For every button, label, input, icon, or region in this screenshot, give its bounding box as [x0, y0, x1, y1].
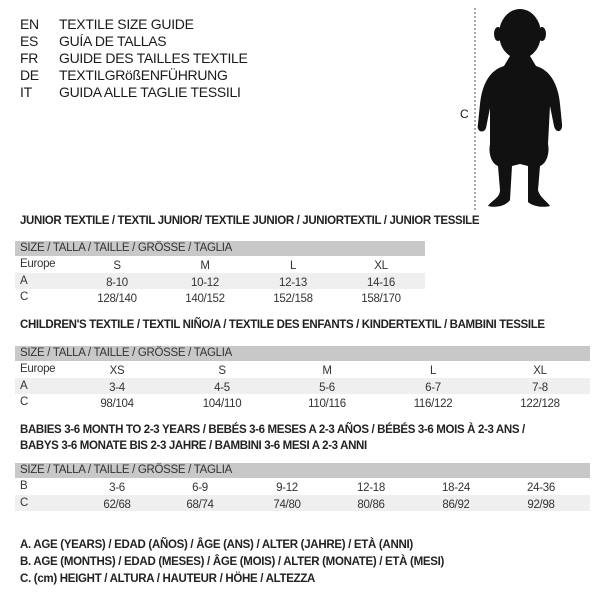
table-cell: XS: [109, 365, 125, 377]
row-label: A: [20, 274, 28, 287]
table-row: C 62/68 68/74 74/80 80/86 86/92 92/98: [15, 494, 590, 511]
table-cell: 86/92: [442, 498, 470, 511]
babies-size-table: SIZE / TALLA / TAILLE / GRÖSSE / TAGLIA B…: [15, 463, 590, 511]
table-cell: 14-16: [367, 276, 395, 289]
table-cell: L: [429, 365, 437, 377]
table-cell: M: [200, 260, 210, 272]
table-cell: M: [322, 365, 332, 377]
table-cell: 98/104: [100, 398, 134, 410]
table-cell: 3-4: [109, 381, 125, 394]
table-cell: 9-12: [276, 482, 298, 494]
lang-en: EN TEXTILE SIZE GUIDE: [20, 16, 194, 32]
table-row: C 98/104 104/110 110/116 116/122 122/128: [15, 394, 590, 411]
legend-a: A. AGE (YEARS) / EDAD (AÑOS) / ÂGE (ANS)…: [20, 539, 413, 551]
row-label: C: [20, 291, 29, 303]
table-cell: S: [218, 365, 226, 377]
table-cell: 3-6: [109, 482, 125, 494]
table-cell: 6-7: [425, 381, 441, 394]
table-cell: XL: [374, 260, 388, 272]
table-cell: 12-18: [357, 482, 385, 494]
table-row: C 128/140 140/152 152/158 158/170: [15, 289, 425, 306]
table-row: A 8-10 10-12 12-13 14-16: [15, 272, 425, 289]
table-cell: 128/140: [97, 293, 137, 305]
babies-title: BABIES 3-6 MONTH TO 2-3 YEARS / BEBÉS 3-…: [20, 424, 525, 436]
table-cell: 12-13: [279, 276, 307, 289]
row-label: B: [20, 480, 28, 492]
table-cell: 104/110: [202, 398, 242, 410]
table-cell: 24-36: [527, 482, 555, 494]
table-cell: 122/128: [520, 398, 560, 410]
table-cell: 110/116: [308, 398, 346, 410]
table-cell: 140/152: [185, 293, 225, 305]
table-cell: 5-6: [319, 381, 335, 394]
table-header: SIZE / TALLA / TAILLE / GRÖSSE / TAGLIA: [15, 463, 590, 478]
table-cell: 4-5: [214, 381, 230, 394]
table-cell: 10-12: [191, 276, 219, 289]
row-label: Europe: [20, 258, 56, 270]
table-cell: 7-8: [532, 381, 548, 394]
table-cell: L: [289, 260, 297, 272]
lang-de: DE TEXTILGRößENFÜHRUNG: [20, 67, 228, 83]
junior-size-table: SIZE / TALLA / TAILLE / GRÖSSE / TAGLIA E…: [15, 241, 425, 306]
table-cell: 68/74: [186, 498, 214, 511]
row-label: C: [20, 496, 29, 509]
legend-c: C. (cm) HEIGHT / ALTURA / HAUTEUR / HÖHE…: [20, 573, 316, 585]
table-cell: 116/122: [413, 398, 453, 410]
table-cell: 18-24: [442, 482, 470, 494]
table-cell: 80/86: [357, 498, 385, 511]
table-cell: XL: [533, 365, 547, 377]
children-title: CHILDREN'S TEXTILE / TEXTIL NIÑO/A / TEX…: [20, 319, 545, 331]
height-label: C: [460, 107, 469, 121]
table-header: SIZE / TALLA / TAILLE / GRÖSSE / TAGLIA: [15, 346, 590, 361]
row-label: Europe: [20, 363, 56, 375]
table-row: A 3-4 4-5 5-6 6-7 7-8: [15, 377, 590, 394]
table-cell: S: [113, 260, 121, 272]
children-size-table: SIZE / TALLA / TAILLE / GRÖSSE / TAGLIA E…: [15, 346, 590, 411]
lang-it: IT GUIDA ALLE TAGLIE TESSILI: [20, 84, 241, 100]
junior-title: JUNIOR TEXTILE / TEXTIL JUNIOR/ TEXTILE …: [20, 215, 480, 227]
table-cell: 62/68: [103, 498, 131, 511]
table-cell: 6-9: [192, 482, 208, 494]
table-cell: 8-10: [106, 276, 128, 289]
table-cell: 92/98: [527, 498, 555, 511]
legend-b: B. AGE (MONTHS) / EDAD (MESES) / ÂGE (MO…: [20, 556, 445, 568]
table-cell: 152/158: [273, 293, 313, 305]
table-cell: 74/80: [273, 498, 301, 511]
table-row: Europe XS S M L XL: [15, 361, 590, 378]
lang-fr: FR GUIDE DES TAILLES TEXTILE: [20, 50, 248, 66]
child-silhouette-icon: [474, 8, 563, 210]
row-label: C: [20, 396, 29, 408]
table-cell: 158/170: [361, 293, 401, 305]
row-label: A: [20, 379, 28, 392]
table-row: B 3-6 6-9 9-12 12-18 18-24 24-36: [15, 478, 590, 495]
lang-es: ES GUÍA DE TALLAS: [20, 33, 167, 49]
babies-title: BABYS 3-6 MONATE BIS 2-3 JAHRE / BAMBINI…: [20, 440, 367, 452]
table-row: Europe S M L XL: [15, 256, 425, 273]
table-header: SIZE / TALLA / TAILLE / GRÖSSE / TAGLIA: [15, 241, 425, 256]
